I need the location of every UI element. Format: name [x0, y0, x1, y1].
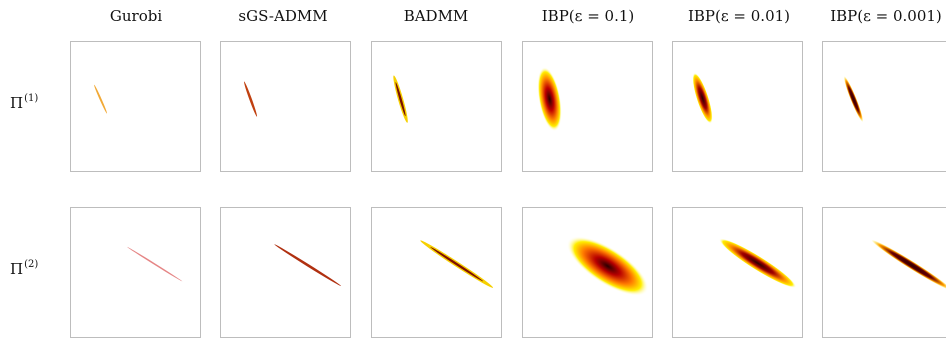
transport-plan-ridge	[244, 81, 258, 117]
row-label-superscript: (1)	[24, 93, 39, 104]
column-title-ibp-0-01: IBP(ε = 0.01)	[687, 7, 791, 25]
panel-pi1-ibp-0-1	[522, 41, 653, 172]
panel-pi2-ibp-0-01	[672, 207, 803, 338]
panel-pi1-badmm	[371, 41, 502, 172]
column-title-gurobi: Gurobi	[109, 7, 163, 25]
transport-plan-blob	[871, 239, 946, 291]
row-label-symbol: Π	[10, 94, 24, 112]
row-label-superscript: (2)	[24, 259, 39, 270]
column-title-badmm: BADMM	[403, 7, 469, 25]
panel-pi1-ibp-0-001	[822, 41, 946, 172]
column-title-sgs-admm: sGS-ADMM	[238, 7, 328, 25]
row-label-pi-1: Π(1)	[10, 93, 38, 112]
row-label-symbol: Π	[10, 260, 24, 278]
transport-plan-ridge	[94, 84, 108, 114]
transport-plan-blob	[566, 236, 649, 296]
row-label-pi-2: Π(2)	[10, 259, 38, 278]
panel-pi1-ibp-0-01	[672, 41, 803, 172]
panel-pi2-ibp-0-001	[822, 207, 946, 338]
transport-plan-ridge	[274, 244, 342, 287]
column-title-ibp-0-1: IBP(ε = 0.1)	[541, 7, 635, 25]
transport-plan-blob	[692, 72, 713, 124]
panel-pi2-sgs-admm	[220, 207, 351, 338]
transport-plan-blob	[843, 76, 864, 122]
panel-pi1-sgs-admm	[220, 41, 351, 172]
transport-plan-core	[430, 246, 484, 282]
panel-pi2-gurobi	[70, 207, 201, 338]
transport-plan-blob	[719, 238, 797, 288]
transport-plan-core	[395, 82, 406, 117]
column-title-ibp-0-001: IBP(ε = 0.001)	[830, 7, 942, 25]
transport-plan-ridge	[127, 246, 183, 282]
transport-plan-blob	[537, 67, 562, 132]
panel-pi2-ibp-0-1	[522, 207, 653, 338]
panel-pi2-badmm	[371, 207, 502, 338]
panel-pi1-gurobi	[70, 41, 201, 172]
